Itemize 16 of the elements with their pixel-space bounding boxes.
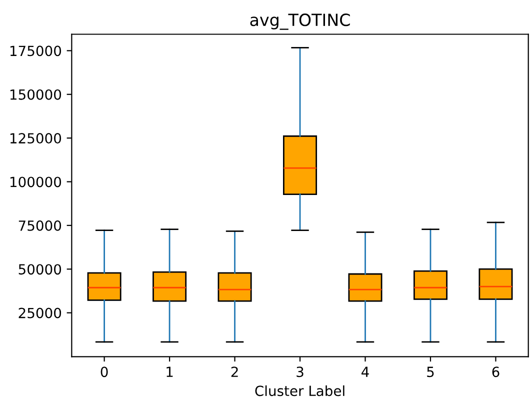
x-tick-label: 4 — [362, 366, 369, 377]
y-tick-label: 50000 — [18, 264, 62, 275]
x-tick-label: 2 — [231, 366, 238, 377]
chart-title: avg_TOTINC — [250, 14, 350, 30]
x-tick-label: 6 — [492, 366, 500, 378]
x-tick-label: 5 — [427, 366, 434, 378]
y-tick-label: 175000 — [10, 46, 62, 56]
y-tick-label: 100000 — [10, 176, 62, 188]
x-tick-label: 1 — [166, 366, 173, 377]
y-tick-label: 150000 — [10, 89, 62, 100]
y-tick-label: 25000 — [18, 308, 62, 318]
y-tick-label: 75000 — [18, 220, 62, 231]
x-tick-label: 3 — [296, 366, 304, 378]
y-tick-label: 125000 — [10, 133, 62, 144]
x-tick-label: 0 — [100, 366, 108, 378]
x-axis-title: Cluster Label — [255, 385, 344, 396]
